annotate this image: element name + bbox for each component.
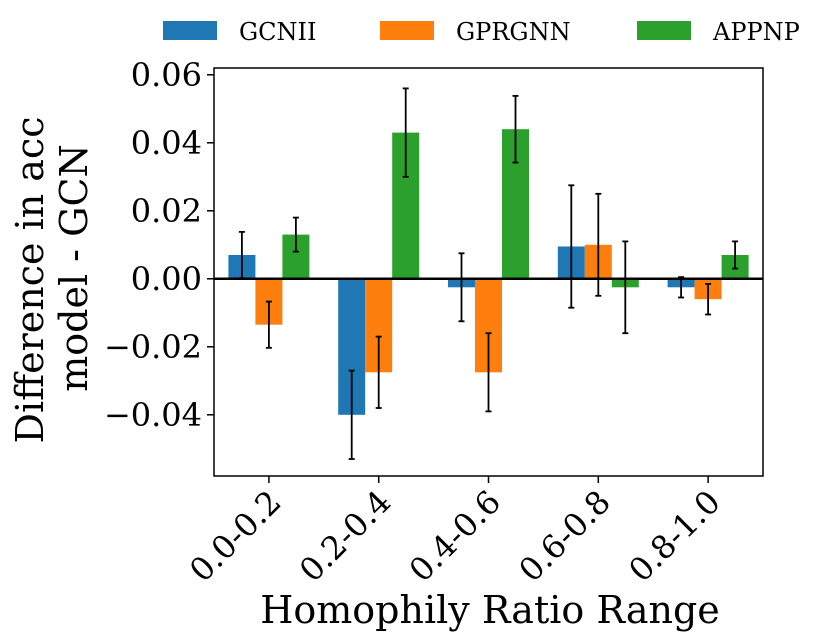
legend-item-appnp: APPNP bbox=[637, 18, 800, 46]
error-bar-gprgnn-0-0-0-2 bbox=[265, 300, 272, 349]
error-bar-gprgnn-0-2-0-4 bbox=[375, 335, 382, 409]
y-tick-label: 0.00 bbox=[131, 260, 202, 298]
error-bar-gcnii-0-2-0-4 bbox=[348, 369, 355, 460]
legend-item-gprgnn: GPRGNN bbox=[380, 18, 571, 46]
x-tick-label: 0.6-0.8 bbox=[511, 483, 617, 589]
x-tick-label: 0.4-0.6 bbox=[402, 483, 508, 589]
legend-label-gcnii: GCNII bbox=[239, 18, 317, 46]
error-bar-gprgnn-0-6-0-8 bbox=[595, 192, 602, 297]
error-bar-gcnii-0-4-0-6 bbox=[458, 252, 465, 323]
legend-swatch-gprgnn bbox=[380, 21, 434, 40]
x-tick-label: 0.8-1.0 bbox=[621, 483, 727, 589]
legend-swatch-appnp bbox=[637, 21, 691, 40]
error-bar-appnp-0-4-0-6 bbox=[512, 94, 519, 164]
error-bar-appnp-0-0-0-2 bbox=[292, 216, 299, 253]
error-bar-gprgnn-0-8-1-0 bbox=[705, 282, 712, 316]
x-tick-label: 0.0-0.2 bbox=[182, 483, 288, 589]
legend-label-gprgnn: GPRGNN bbox=[456, 18, 571, 46]
y-axis-title-line-1: Difference in acc bbox=[8, 116, 52, 443]
y-tick-label: 0.02 bbox=[131, 192, 202, 230]
legend-swatch-gcnii bbox=[163, 21, 217, 40]
legend-label-appnp: APPNP bbox=[712, 18, 800, 46]
error-bar-appnp-0-8-1-0 bbox=[732, 240, 739, 270]
x-tick-label: 0.2-0.4 bbox=[292, 483, 398, 589]
x-axis-title: Homophily Ratio Range bbox=[260, 588, 720, 632]
y-tick-label: 0.04 bbox=[131, 124, 202, 162]
error-bar-appnp-0-2-0-4 bbox=[402, 87, 409, 178]
y-tick-label: −0.02 bbox=[104, 328, 202, 366]
error-bar-appnp-0-6-0-8 bbox=[622, 240, 629, 335]
legend-item-gcnii: GCNII bbox=[163, 18, 317, 46]
legend: GCNII GPRGNN APPNP bbox=[163, 18, 800, 46]
y-axis: −0.04 −0.02 0.00 0.02 0.04 0.06 bbox=[104, 56, 214, 434]
error-bars-layer bbox=[238, 87, 739, 460]
error-bar-gcnii-0-6-0-8 bbox=[568, 184, 575, 309]
error-bar-gcnii-0-8-1-0 bbox=[678, 276, 685, 299]
y-tick-label: −0.04 bbox=[104, 396, 202, 434]
error-bar-gcnii-0-0-0-2 bbox=[238, 230, 245, 280]
y-axis-title-line-2: model - GCN bbox=[52, 144, 96, 392]
error-bar-gprgnn-0-4-0-6 bbox=[485, 332, 492, 413]
y-tick-label: 0.06 bbox=[131, 56, 202, 94]
x-axis: 0.0-0.2 0.2-0.4 0.4-0.6 0.6-0.8 0.8-1.0 bbox=[182, 476, 728, 589]
